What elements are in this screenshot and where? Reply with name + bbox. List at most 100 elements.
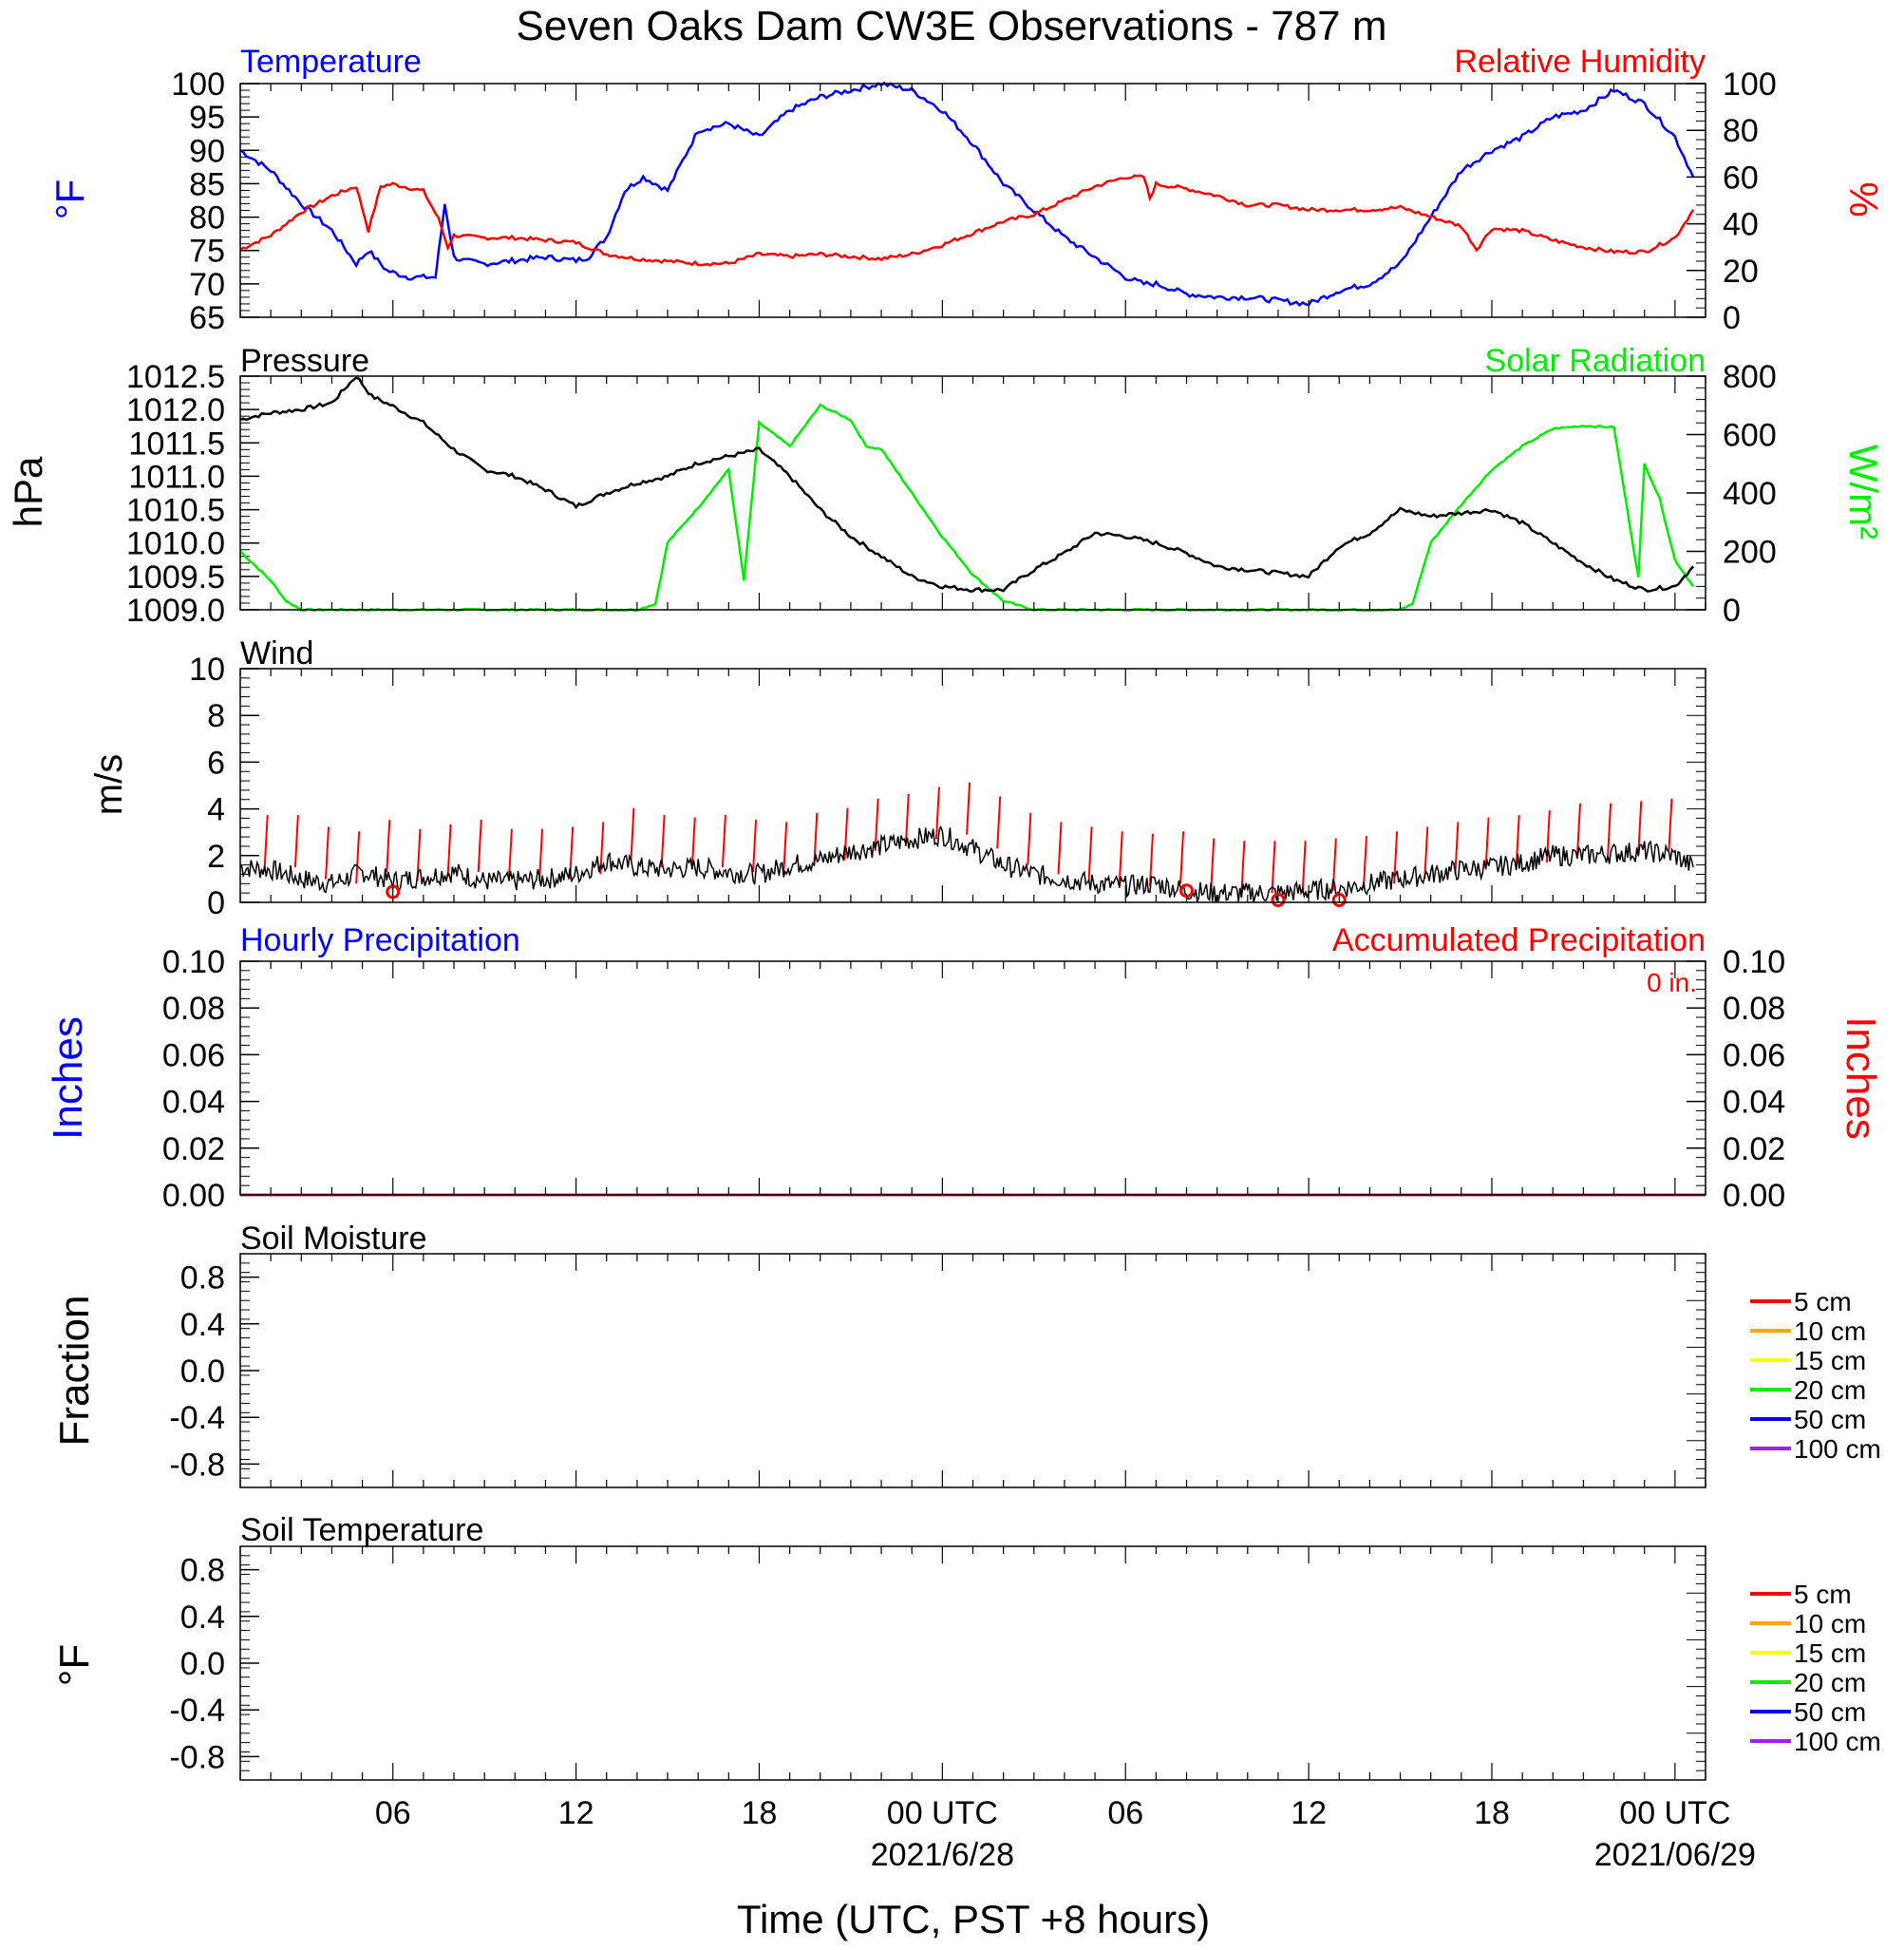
- soil-temp-tick-label: 0.0: [180, 1646, 225, 1682]
- rh-title: Relative Humidity: [1454, 44, 1706, 80]
- wind-barb: [1484, 817, 1490, 870]
- precip-left-unit: Inches: [45, 1016, 91, 1140]
- solar-title: Solar Radiation: [1485, 343, 1706, 379]
- wind-tick-label: 2: [207, 839, 225, 875]
- x-tick-label: 18: [742, 1795, 778, 1831]
- pressure-title: Pressure: [240, 343, 369, 379]
- x-tick-label: 12: [558, 1795, 594, 1831]
- time-axis: 06 12 18 00 UTC 06 12 18 00 UTC 2021/6/28 2021/06…: [239, 84, 1756, 1873]
- x-tick-label: 06: [375, 1795, 411, 1831]
- temp-tick-label: 75: [189, 234, 225, 270]
- pressure-tick-label: 1011.0: [129, 459, 225, 495]
- temp-tick-label: 65: [189, 300, 225, 336]
- legend-label: 50 cm: [1794, 1697, 1866, 1727]
- wind-barb: [325, 826, 330, 880]
- wind-barb: [355, 831, 361, 884]
- temp-unit: °F: [47, 180, 92, 219]
- precip-left-yticks: 0.10 0.08 0.06 0.04 0.02 0.00: [162, 944, 259, 1214]
- wind-barb: [690, 817, 696, 870]
- temp-tick-label: 95: [189, 100, 225, 136]
- wind-barb: [293, 815, 299, 868]
- precip-right-tick-label: 0.06: [1723, 1037, 1785, 1073]
- soil-temp-unit: °F: [51, 1644, 98, 1686]
- wind-barbs: [263, 782, 1673, 894]
- wind-barb: [996, 796, 1002, 849]
- soil-temp-tick-label: 0.4: [180, 1600, 225, 1636]
- solar-radiation-line: [239, 403, 1695, 613]
- wind-barb: [1454, 822, 1460, 875]
- wind-barb: [1240, 841, 1246, 894]
- precip-left-tick-label: 0.04: [162, 1085, 225, 1121]
- time-axis-label: Time (UTC, PST +8 hours): [737, 1897, 1210, 1941]
- temp-tick-label: 90: [189, 133, 225, 169]
- wind-barb: [1179, 831, 1185, 884]
- legend-label: 50 cm: [1794, 1405, 1866, 1434]
- wind-barb: [630, 807, 635, 861]
- pressure-unit: hPa: [6, 456, 50, 527]
- soil-temp-tick-label: -0.4: [169, 1693, 225, 1729]
- wind-tick-label: 4: [207, 792, 225, 828]
- wind-barb: [1271, 841, 1276, 894]
- plot-frame-1: [239, 83, 1706, 318]
- panel-soil-temp: Soil Temperature °F 0.8 0.4 0.0 -0.4 -0.8 5 …: [51, 1512, 1881, 1781]
- wind-barb: [1087, 826, 1093, 880]
- pressure-tick-label: 1009.0: [126, 593, 225, 629]
- humidity-line: [239, 174, 1695, 267]
- accum-precip-total: 0 in.: [1647, 968, 1697, 997]
- wind-barb: [386, 819, 391, 873]
- wind-title: Wind: [240, 635, 313, 672]
- soil-moisture-tick-label: 0.8: [180, 1260, 225, 1297]
- soil-moisture-tick-label: 0.0: [180, 1354, 225, 1390]
- plot-frame-4: [239, 960, 1706, 1196]
- wind-barb: [1575, 803, 1581, 856]
- hourly-precip-title: Hourly Precipitation: [240, 922, 520, 958]
- pressure-line: [239, 376, 1695, 594]
- wind-yticks: 10 8 6 4 2 0: [189, 652, 1706, 921]
- wind-barb: [813, 812, 819, 865]
- temp-tick-label: 80: [189, 200, 225, 237]
- solar-unit: W/m²: [1841, 445, 1886, 540]
- pressure-yticks: 1012.51012.01011.51011.01010.51010.01009…: [126, 359, 259, 629]
- precip-left-tick-label: 0.06: [162, 1037, 225, 1073]
- wind-barb: [752, 819, 758, 873]
- x-tick-label: 12: [1291, 1795, 1327, 1831]
- wind-barb: [966, 782, 971, 835]
- wind-tick-label: 10: [189, 652, 225, 688]
- precip-right-tick-label: 0.04: [1723, 1085, 1785, 1121]
- soil-temp-title: Soil Temperature: [240, 1512, 483, 1548]
- wind-barb: [904, 793, 910, 847]
- soil-temp-tick-label: -0.8: [169, 1739, 225, 1775]
- solar-tick-label: 600: [1723, 418, 1777, 454]
- solar-tick-label: 200: [1723, 535, 1777, 571]
- wind-barb: [1118, 831, 1123, 884]
- wind-barb: [446, 824, 452, 877]
- panel-precip: Hourly Precipitation Accumulated Precipi…: [45, 922, 1884, 1214]
- solar-tick-label: 400: [1723, 476, 1777, 512]
- legend-label: 20 cm: [1794, 1375, 1866, 1405]
- rh-tick-label: 20: [1723, 254, 1759, 290]
- pressure-tick-label: 1012.0: [126, 392, 225, 428]
- wind-barb: [1362, 836, 1367, 889]
- temp-tick-label: 85: [189, 166, 225, 202]
- wind-barb: [1301, 841, 1307, 894]
- wind-barb: [1607, 803, 1612, 856]
- pressure-tick-label: 1012.5: [126, 359, 225, 395]
- wind-barb: [843, 807, 849, 861]
- legend-label: 100 cm: [1794, 1434, 1881, 1464]
- legend-label: 5 cm: [1794, 1287, 1852, 1316]
- calm-markers: [386, 883, 1347, 908]
- legend-label: 15 cm: [1794, 1638, 1866, 1668]
- wind-barb: [538, 828, 544, 881]
- temp-tick-label: 70: [189, 267, 225, 303]
- wind-barb: [1057, 822, 1063, 875]
- wind-barb: [874, 798, 879, 851]
- x-date-label: 2021/6/28: [871, 1837, 1014, 1873]
- soil-moisture-title: Soil Moisture: [240, 1221, 427, 1257]
- plot-frame-6: [239, 1545, 1706, 1781]
- rh-tick-label: 100: [1723, 66, 1777, 103]
- solar-tick-label: 800: [1723, 359, 1777, 395]
- pressure-tick-label: 1009.5: [126, 559, 225, 596]
